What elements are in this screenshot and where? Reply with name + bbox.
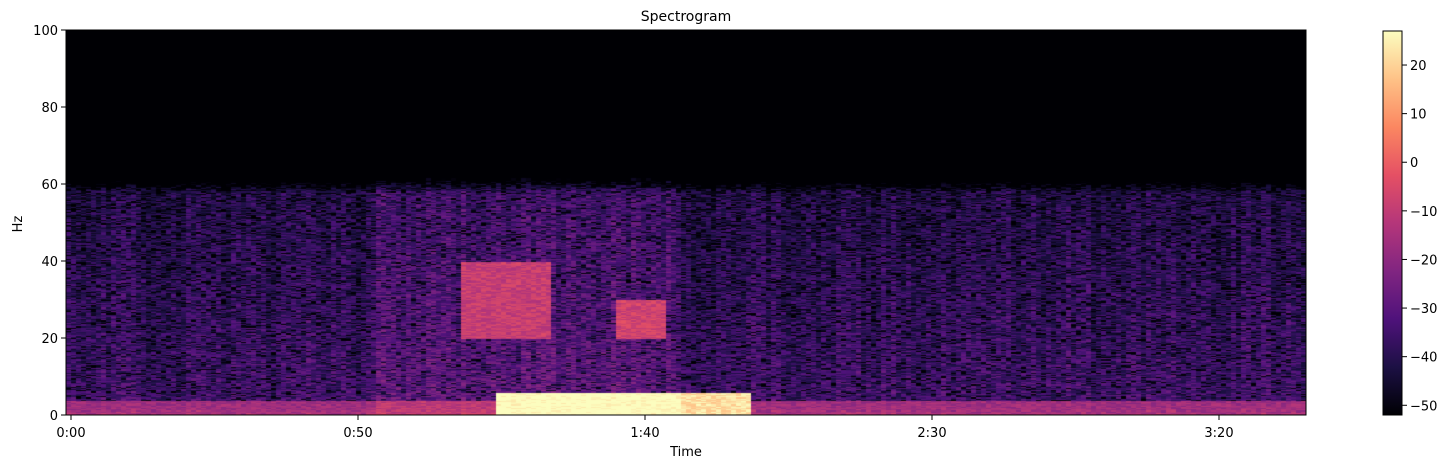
colorbar-tick-label: −50 [1410, 399, 1437, 414]
colorbar-tick-label: −20 [1410, 253, 1437, 268]
x-tick-label: 1:40 [630, 426, 659, 441]
colorbar-tick-label: −40 [1410, 351, 1437, 366]
y-tick-label: 60 [41, 178, 58, 193]
chart-title: Spectrogram [641, 9, 731, 25]
x-tick-label: 0:50 [343, 426, 372, 441]
colorbar-tick-label: 10 [1410, 108, 1427, 123]
x-tick-label: 2:30 [917, 426, 946, 441]
plot-area [66, 30, 1306, 415]
y-tick-label: 80 [41, 101, 58, 116]
y-tick-label: 20 [41, 332, 58, 347]
plot-frame [65, 29, 1307, 416]
spectrogram-image [66, 30, 1306, 415]
colorbar [1382, 30, 1403, 416]
x-axis-label: Time [669, 445, 702, 460]
colorbar-tick-label: 20 [1410, 59, 1427, 74]
colorbar-tick-label: −30 [1410, 302, 1437, 317]
y-tick-label: 40 [41, 255, 58, 270]
colorbar-axis: 20 10 0 −10 −20 −30 −40 −50 [1402, 59, 1437, 414]
colorbar-tick-label: −10 [1410, 205, 1437, 220]
y-tick-label: 100 [33, 24, 58, 39]
colorbar-tick-label: 0 [1410, 156, 1418, 171]
x-axis: 0:00 0:50 1:40 2:30 3:20 [56, 415, 1234, 441]
x-tick-label: 3:20 [1204, 426, 1233, 441]
x-tick-label: 0:00 [56, 426, 85, 441]
y-tick-label: 0 [50, 409, 58, 424]
y-axis: 0 20 40 60 80 100 [33, 24, 66, 424]
y-axis-label: Hz [11, 216, 26, 233]
